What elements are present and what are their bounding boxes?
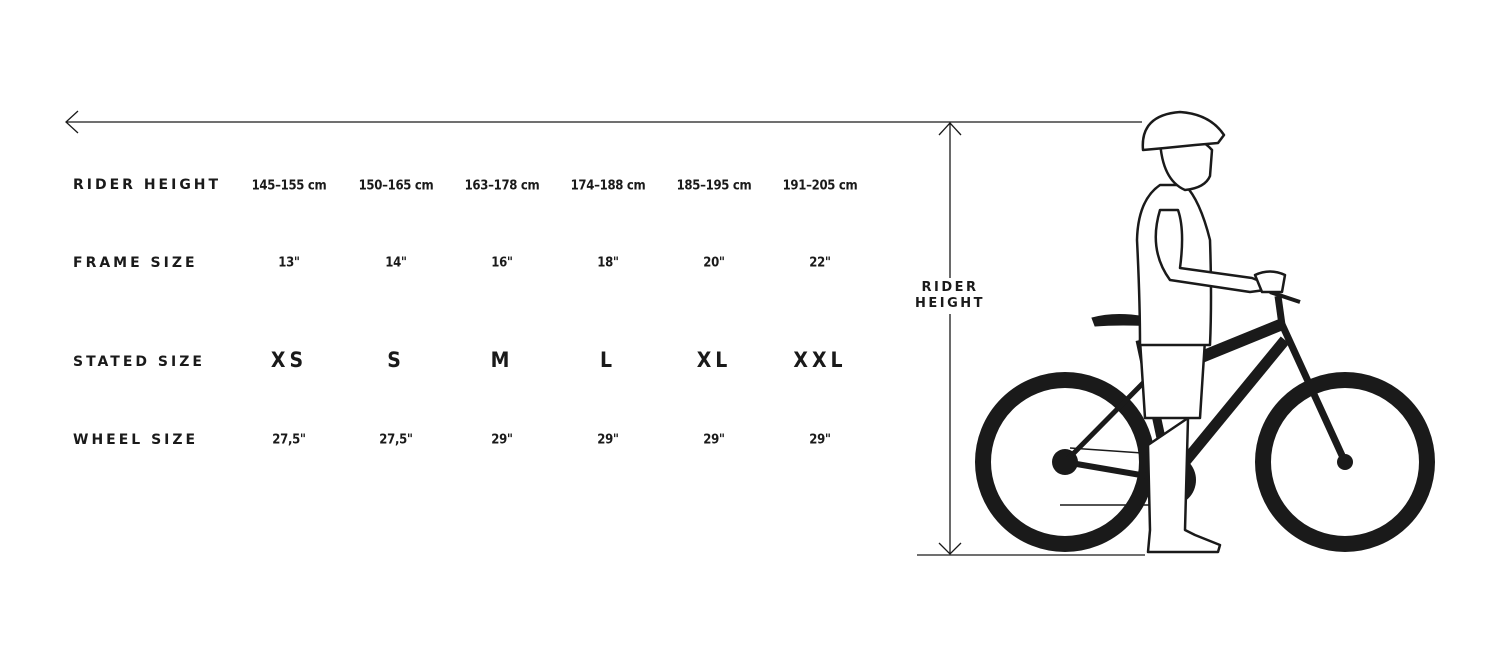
arrow-left-icon xyxy=(65,110,1142,134)
frame-size-cell: 13" xyxy=(278,255,300,271)
row-label-wheel-size: WHEEL SIZE xyxy=(73,432,199,448)
row-label-rider-height: RIDER HEIGHT xyxy=(73,177,222,193)
rider-height-cell: 191–205 cm xyxy=(782,178,858,194)
frame-size-cell: 14" xyxy=(385,255,407,271)
frame-size-cell: 16" xyxy=(491,255,513,271)
wheel-size-cell: 27,5" xyxy=(272,432,306,448)
wheel-size-cell: 29" xyxy=(597,432,619,448)
frame-size-cell: 20" xyxy=(703,255,725,271)
rider-height-label-line1: RIDER xyxy=(921,280,979,295)
wheel-size-cell: 29" xyxy=(491,432,513,448)
rider-height-cell: 150–165 cm xyxy=(358,178,434,194)
row-label-stated-size: STATED SIZE xyxy=(73,354,205,370)
wheel-size-cell: 27,5" xyxy=(379,432,413,448)
stated-size-cell: XXL xyxy=(793,348,847,372)
row-label-frame-size: FRAME SIZE xyxy=(73,255,198,271)
rider-height-dimension-label: RIDER HEIGHT xyxy=(914,278,986,314)
rider-height-label-line2: HEIGHT xyxy=(914,296,986,311)
stated-size-cell: M xyxy=(490,348,514,372)
wheel-size-cell: 29" xyxy=(809,432,831,448)
rider-height-cell: 185–195 cm xyxy=(676,178,752,194)
stated-size-cell: XS xyxy=(270,348,308,372)
height-dimension-line xyxy=(917,122,1145,556)
frame-size-cell: 22" xyxy=(809,255,831,271)
stated-size-cell: S xyxy=(387,348,405,372)
frame-size-cell: 18" xyxy=(597,255,619,271)
rider-height-cell: 145–155 cm xyxy=(251,178,327,194)
rider-height-cell: 163–178 cm xyxy=(464,178,540,194)
stated-size-cell: XL xyxy=(696,348,732,372)
rider-illustration xyxy=(1135,110,1287,554)
wheel-size-cell: 29" xyxy=(703,432,725,448)
stated-size-cell: L xyxy=(599,348,617,372)
rider-height-cell: 174–188 cm xyxy=(570,178,646,194)
